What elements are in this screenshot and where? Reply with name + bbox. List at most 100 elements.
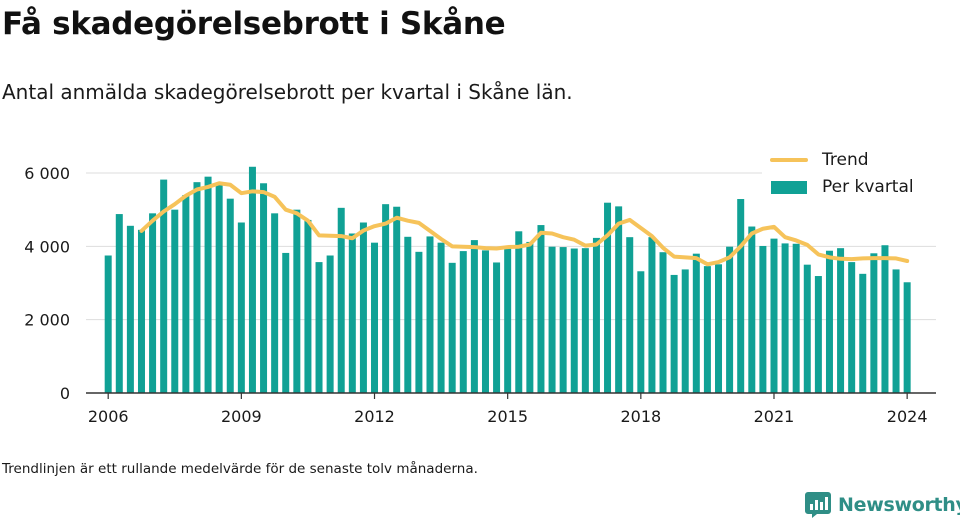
newsworthy-logo: Newsworthy: [804, 489, 960, 521]
bar: [448, 262, 456, 393]
bar: [226, 198, 234, 393]
y-tick-label: 2 000: [24, 311, 70, 330]
bar: [537, 225, 545, 393]
x-tick-label: 2024: [887, 407, 928, 426]
bar: [160, 179, 168, 393]
bar: [304, 219, 312, 393]
bar: [459, 251, 467, 393]
bar: [126, 225, 134, 393]
bar: [171, 209, 179, 393]
bar: [271, 213, 279, 393]
bar: [737, 199, 745, 393]
bar: [770, 238, 778, 393]
x-tick-label: 2006: [88, 407, 129, 426]
bar: [892, 269, 900, 393]
bar: [437, 242, 445, 393]
bar: [248, 166, 256, 393]
bar: [748, 226, 756, 393]
bar: [659, 252, 667, 393]
bar: [592, 237, 600, 393]
bar: [359, 222, 367, 393]
bar: [282, 252, 290, 393]
bar: [703, 266, 711, 393]
bar: [337, 207, 345, 393]
bar: [814, 276, 822, 393]
bar: [848, 262, 856, 393]
x-tick-label: 2021: [754, 407, 795, 426]
bar: [415, 251, 423, 393]
legend-item-per-kvartal: Per kvartal: [770, 175, 914, 199]
footnote: Trendlinjen är ett rullande medelvärde f…: [2, 461, 478, 477]
bar: [570, 248, 578, 393]
bar: [404, 236, 412, 393]
x-tick-label: 2009: [221, 407, 262, 426]
bar: [881, 245, 889, 393]
bar: [393, 206, 401, 393]
bar: [637, 271, 645, 393]
bar: [193, 182, 201, 393]
bar: [315, 262, 323, 393]
bar: [426, 236, 434, 393]
bar: [581, 248, 589, 393]
bar: [692, 253, 700, 393]
y-tick-label: 6 000: [24, 164, 70, 183]
bar: [559, 247, 567, 393]
bar: [859, 273, 867, 393]
bar: [293, 209, 301, 393]
legend: Trend Per kvartal: [762, 146, 936, 204]
trend-line: [139, 181, 910, 267]
chart-title: Få skadegörelsebrott i Skåne: [2, 6, 506, 42]
x-axis: [86, 392, 936, 399]
legend-label-per-kvartal: Per kvartal: [822, 177, 914, 197]
bar: [870, 253, 878, 393]
bar: [615, 206, 623, 393]
bar: [382, 204, 390, 393]
bar: [215, 184, 223, 393]
x-tick-label: 2015: [487, 407, 528, 426]
bar: [371, 242, 379, 393]
bar: [681, 269, 689, 393]
bar: [104, 255, 112, 393]
bar: [470, 240, 478, 393]
bar: [348, 233, 356, 393]
brand-name: Newsworthy: [838, 494, 960, 516]
quarterly-bars: [104, 166, 911, 393]
bar: [604, 202, 612, 393]
x-axis-tick-labels: 2006 2009 2012 2015 2018 2021 2024: [88, 407, 928, 426]
bar: [115, 214, 123, 393]
bar: [837, 248, 845, 393]
legend-swatch-per-kvartal: [771, 180, 807, 194]
legend-swatch-trend: [770, 158, 808, 162]
bar: [515, 231, 523, 393]
bar: [326, 255, 334, 393]
bar: [670, 274, 678, 393]
legend-item-trend: Trend: [770, 148, 869, 172]
bar: [759, 245, 767, 393]
bar: [149, 213, 157, 393]
trend-line-layer: [139, 181, 910, 267]
bar: [825, 250, 833, 393]
chart-subtitle: Antal anmälda skadegörelsebrott per kvar…: [2, 80, 573, 104]
x-tick-label: 2018: [620, 407, 661, 426]
bar: [548, 246, 556, 393]
y-tick-label: 4 000: [24, 237, 70, 256]
newsworthy-logo-icon: [805, 492, 831, 518]
y-tick-label: 0: [60, 384, 70, 403]
bar: [715, 264, 723, 393]
legend-label-trend: Trend: [822, 150, 869, 170]
bar: [648, 237, 656, 393]
bar: [903, 282, 911, 393]
bar: [260, 183, 268, 393]
bar: [726, 246, 734, 393]
bar: [237, 222, 245, 393]
bar: [204, 176, 212, 393]
bar: [781, 243, 789, 393]
bar: [803, 264, 811, 393]
y-axis-tick-labels: 0 2 000 4 000 6 000: [24, 164, 70, 403]
bar: [481, 250, 489, 393]
bar: [504, 247, 512, 393]
x-tick-label: 2012: [354, 407, 395, 426]
bar: [137, 229, 145, 393]
bar: [526, 241, 534, 393]
